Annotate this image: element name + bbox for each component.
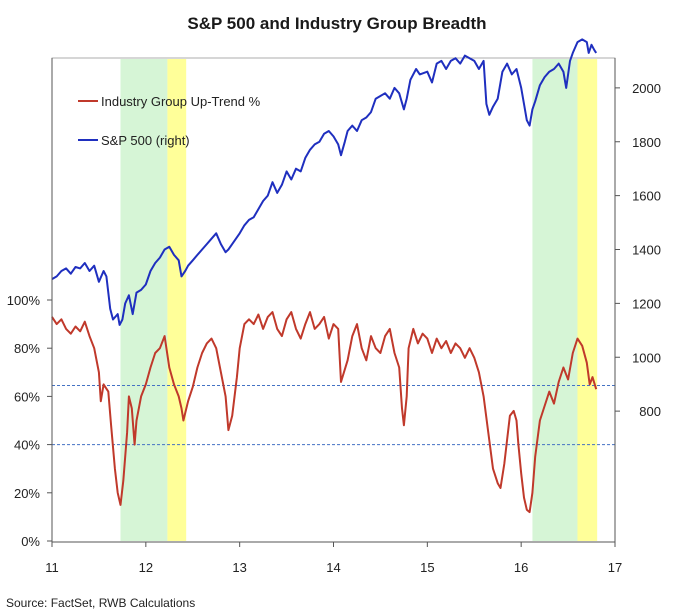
legend-label: S&P 500 (right) <box>101 133 190 148</box>
series-line-sp500 <box>51 38 598 326</box>
x-tick-label: 17 <box>608 560 622 575</box>
y-right-tick-label: 800 <box>639 404 661 419</box>
y-right-tick-label: 1000 <box>632 350 661 365</box>
y-axis-left: 0% 20% 40% 60% 80% 100% <box>7 58 53 549</box>
y-right-tick-label: 1800 <box>632 135 661 150</box>
series-lines <box>51 38 598 514</box>
y-left-tick-label: 80% <box>14 341 40 356</box>
y-right-tick-label: 1200 <box>632 296 661 311</box>
y-left-tick-label: 20% <box>14 486 40 501</box>
y-right-tick-label: 1400 <box>632 243 661 258</box>
x-tick-label: 11 <box>45 560 59 575</box>
y-left-tick-label: 60% <box>14 389 40 404</box>
y-left-tick-label: 100% <box>7 293 41 308</box>
y-axis-right: 800 1000 1200 1400 1600 1800 2000 <box>614 58 661 542</box>
legend-label: Industry Group Up-Trend % <box>101 94 261 109</box>
x-tick-label: 13 <box>232 560 246 575</box>
y-left-tick-label: 0% <box>21 534 40 549</box>
x-tick-label: 12 <box>139 560 153 575</box>
chart-title: S&P 500 and Industry Group Breadth <box>187 14 486 33</box>
series-line-industry-group <box>51 311 598 514</box>
shaded-region <box>167 59 187 541</box>
x-tick-label: 14 <box>326 560 340 575</box>
y-right-tick-label: 2000 <box>632 81 661 96</box>
shaded-region <box>577 59 598 541</box>
x-axis: 11 12 13 14 15 16 17 <box>45 541 622 575</box>
x-tick-label: 16 <box>514 560 528 575</box>
reference-lines <box>52 385 615 446</box>
shaded-region <box>120 59 168 541</box>
y-left-tick-label: 40% <box>14 438 40 453</box>
shaded-region <box>532 59 578 541</box>
source-note: Source: FactSet, RWB Calculations <box>6 596 195 610</box>
y-right-tick-label: 1600 <box>632 189 661 204</box>
x-tick-label: 15 <box>420 560 434 575</box>
shaded-regions <box>120 59 598 541</box>
legend: Industry Group Up-Trend % S&P 500 (right) <box>78 94 261 148</box>
